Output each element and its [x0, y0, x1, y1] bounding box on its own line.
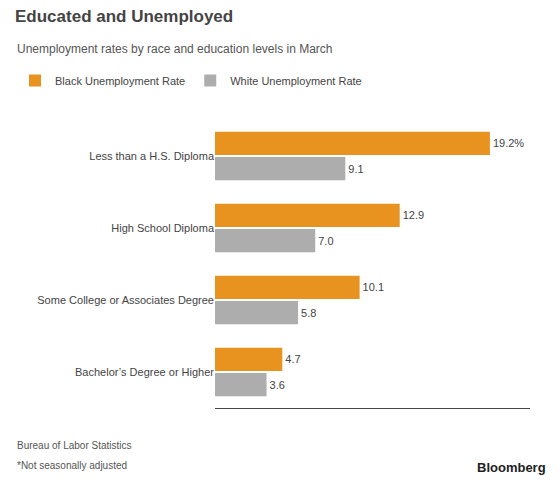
- svg-text:12.9: 12.9: [403, 209, 424, 221]
- svg-text:Some College or Associates Deg: Some College or Associates Degree: [37, 294, 214, 306]
- svg-text:*Not seasonally adjusted: *Not seasonally adjusted: [17, 460, 127, 471]
- svg-text:Black Unemployment Rate: Black Unemployment Rate: [55, 75, 185, 87]
- svg-text:7.0: 7.0: [318, 235, 333, 247]
- svg-text:Bloomberg: Bloomberg: [477, 460, 546, 475]
- svg-text:Bureau of Labor Statistics: Bureau of Labor Statistics: [17, 440, 132, 451]
- svg-text:4.7: 4.7: [285, 353, 300, 365]
- svg-text:Educated and Unemployed: Educated and Unemployed: [15, 7, 233, 26]
- svg-text:Less than a H.S. Diploma: Less than a H.S. Diploma: [89, 150, 215, 162]
- svg-text:9.1: 9.1: [348, 163, 363, 175]
- svg-text:5.8: 5.8: [301, 307, 316, 319]
- svg-text:White Unemployment Rate: White Unemployment Rate: [230, 75, 361, 87]
- svg-text:Unemployment rates by race and: Unemployment rates by race and education…: [17, 42, 333, 56]
- svg-text:Bachelor’s Degree or Higher: Bachelor’s Degree or Higher: [75, 366, 214, 378]
- svg-text:High School Diploma: High School Diploma: [111, 222, 215, 234]
- svg-text:3.6: 3.6: [270, 379, 285, 391]
- svg-text:19.2%: 19.2%: [493, 137, 524, 149]
- svg-text:10.1: 10.1: [363, 281, 384, 293]
